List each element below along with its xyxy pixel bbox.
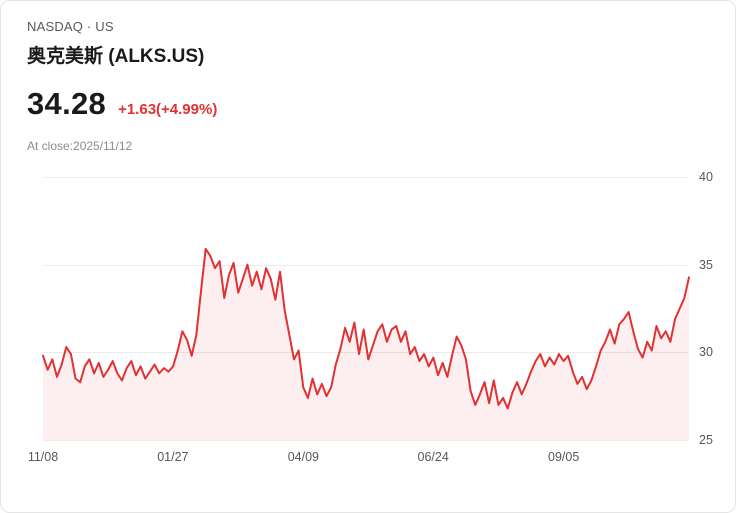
stock-title: 奥克美斯 (ALKS.US) (27, 46, 205, 67)
price-chart-block: 40 35 30 25 11/08 01/27 04/09 06/24 09/05 (1, 170, 735, 480)
gridline-40 (43, 177, 689, 178)
price-change: +1.63(+4.99%) (118, 101, 218, 118)
y-tick-label-25: 25 (699, 433, 713, 447)
as-of-timestamp: At close:2025/11/12 (27, 139, 133, 153)
x-tick-label-01-27: 01/27 (157, 450, 189, 464)
y-tick-label-35: 35 (699, 257, 713, 272)
y-tick-label-40: 40 (699, 170, 713, 184)
price-row: 34.28 +1.63(+4.99%) (27, 86, 709, 122)
y-axis: 40 35 30 25 (689, 170, 735, 447)
price-line (43, 249, 689, 409)
gridline-30 (43, 352, 689, 354)
x-tick-label-06-24: 06/24 (417, 450, 449, 464)
x-tick-label-11-08: 11/08 (27, 450, 59, 464)
price-chart-svg (43, 177, 689, 440)
quote-header: NASDAQ · US 奥克美斯 (ALKS.US) 34.28 +1.63(+… (1, 1, 735, 153)
x-axis: 11/08 01/27 04/09 06/24 09/05 (28, 450, 689, 480)
gridline-25 (43, 440, 689, 441)
chart-row: 40 35 30 25 (1, 170, 735, 447)
y-tick-label-30: 30 (699, 345, 713, 360)
gridline-35 (43, 264, 689, 266)
exchange-label: NASDAQ · US (27, 19, 114, 34)
plot-area[interactable] (43, 177, 689, 441)
x-tick-label-04-09: 04/09 (287, 450, 319, 464)
x-tick-label-09-05: 09/05 (548, 450, 580, 464)
last-price: 34.28 (27, 86, 107, 121)
